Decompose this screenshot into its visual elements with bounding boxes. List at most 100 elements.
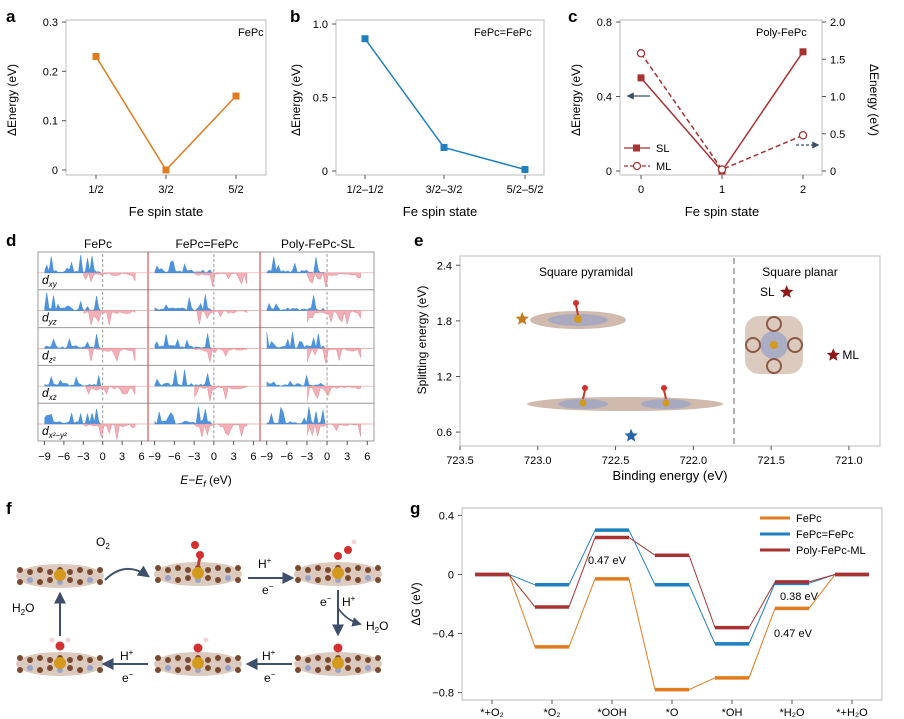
panel-f: f O2 H+ e− e− H+ H2O H+ e− H+ e− H2O	[6, 499, 388, 685]
orbital-label: dxy	[42, 273, 58, 289]
panel-letter: d	[6, 231, 16, 250]
y-tick-label: 0.4	[439, 510, 454, 522]
carbon-atom	[325, 657, 331, 663]
y-axis-label: ΔEnergy (eV)	[289, 64, 303, 136]
carbon-atom	[67, 569, 73, 575]
y-right-tick-label: 1.5	[830, 54, 845, 66]
panel-c: c Poly-FePc 0 0.4 0.8 0 0.5 1.0 1.5 2.0 0 1 2 SL…	[568, 7, 881, 219]
atom	[97, 579, 103, 585]
fe-atom	[192, 567, 204, 579]
atom	[235, 667, 241, 673]
x-tick-label: 3/2	[158, 184, 173, 196]
plot-tag: FePc	[238, 27, 264, 39]
hydrogen-atom	[203, 637, 209, 643]
h2o-label: H2O	[366, 619, 388, 635]
carbon-atom	[67, 657, 73, 663]
x-tick-label: 2	[800, 184, 806, 196]
legend: SL ML	[624, 143, 671, 173]
plot-frame	[459, 255, 881, 447]
dos-spin-up-area	[266, 406, 326, 425]
carbon-atom	[215, 655, 221, 661]
dos-spin-up-area	[154, 294, 213, 312]
atom	[365, 665, 371, 671]
carbon-atom	[37, 567, 43, 573]
square-pyramidal-label: Square pyramidal	[539, 265, 633, 279]
oxygen-atom	[196, 551, 204, 559]
x-tick-label: 0	[211, 451, 217, 463]
carbon-atom	[375, 655, 381, 661]
carbon-atom	[37, 655, 43, 661]
dos-spin-up-area	[154, 333, 213, 349]
panel-letter: e	[414, 231, 423, 250]
connector-line	[568, 578, 596, 648]
data-point	[162, 166, 170, 174]
sl-point-label: SL	[760, 285, 775, 299]
x-tick-label: 723.0	[524, 455, 552, 467]
x-tick-label: 6	[250, 451, 256, 463]
oxygen-atom	[193, 643, 203, 653]
orbital-label: dxz	[42, 386, 57, 402]
plot-tag: FePc=FePc	[474, 27, 532, 39]
atom	[175, 577, 181, 583]
carbon-atom	[175, 565, 181, 571]
carbon-atom	[295, 655, 301, 661]
molecule-o-adsorbed	[294, 643, 382, 676]
column-header-fepc-fepc: FePc=FePc	[175, 237, 238, 251]
carbon-atom	[225, 657, 231, 663]
carbon-atom	[77, 567, 83, 573]
atom	[295, 577, 301, 583]
x-tick-label: −6	[58, 451, 71, 463]
carbon-atom	[235, 655, 241, 661]
atom	[215, 577, 221, 583]
dos-spin-down-area	[83, 348, 136, 363]
atom	[375, 577, 381, 583]
atom	[315, 577, 321, 583]
atom	[17, 667, 23, 673]
proton-label: H+	[262, 648, 276, 663]
y-tick-label: 1.2	[437, 371, 452, 383]
legend-label: Poly-FePc-ML	[796, 545, 866, 557]
electron-label: e−	[264, 670, 276, 685]
series-line	[95, 56, 237, 172]
x-tick-label: 721.5	[757, 455, 785, 467]
y-tick-label: 0	[606, 166, 612, 178]
connector-line	[628, 537, 656, 556]
atom	[175, 667, 181, 673]
atom	[165, 575, 171, 581]
carbon-atom	[375, 565, 381, 571]
panel-letter: b	[290, 7, 300, 26]
atom	[305, 575, 311, 581]
panel-b: b FePc=FePc 0 0.5 1.0 1/2–1/2 3/2–3/2 5/2–5/…	[289, 7, 545, 219]
annotation-ooh-gap: 0.47 eV	[588, 555, 627, 567]
atom	[315, 667, 321, 673]
electron-label: e−	[262, 582, 274, 597]
h2o-label: H2O	[12, 601, 34, 617]
fe-atom	[332, 567, 344, 579]
panel-g: g 0.4 0 −0.4 −0.8 *+O₂ *O₂ *OOH *O *OH *H₂O *+H₂O…	[409, 499, 883, 719]
x-tick-label: 1/2	[88, 184, 103, 196]
x-axis-label: E−Ef (eV)	[180, 473, 232, 489]
atom	[37, 667, 43, 673]
column-header-fepc: FePc	[84, 237, 112, 251]
oxygen-atom	[191, 541, 199, 549]
y-tick-label: 0.5	[313, 93, 328, 105]
atom	[215, 667, 221, 673]
data-point-star-icon	[826, 348, 840, 361]
connector-line	[568, 529, 596, 586]
plot-frame	[335, 19, 545, 176]
legend-label: FePc=FePc	[796, 529, 854, 541]
carbon-atom	[175, 655, 181, 661]
y-tick-label: 0.3	[43, 17, 58, 29]
x-tick-label: 6	[138, 451, 144, 463]
dos-spin-down-area	[306, 310, 361, 325]
atom	[345, 575, 351, 581]
x-tick-label: 1	[719, 184, 725, 196]
y-tick-label: 0.1	[43, 116, 58, 128]
proton-label: H+	[258, 556, 272, 571]
dos-spin-down-area	[306, 347, 361, 364]
panel-letter: a	[6, 7, 16, 26]
carbon-atom	[77, 655, 83, 661]
x-tick-label: 0	[638, 184, 644, 196]
fe-atom	[54, 657, 66, 669]
atom	[295, 667, 301, 673]
